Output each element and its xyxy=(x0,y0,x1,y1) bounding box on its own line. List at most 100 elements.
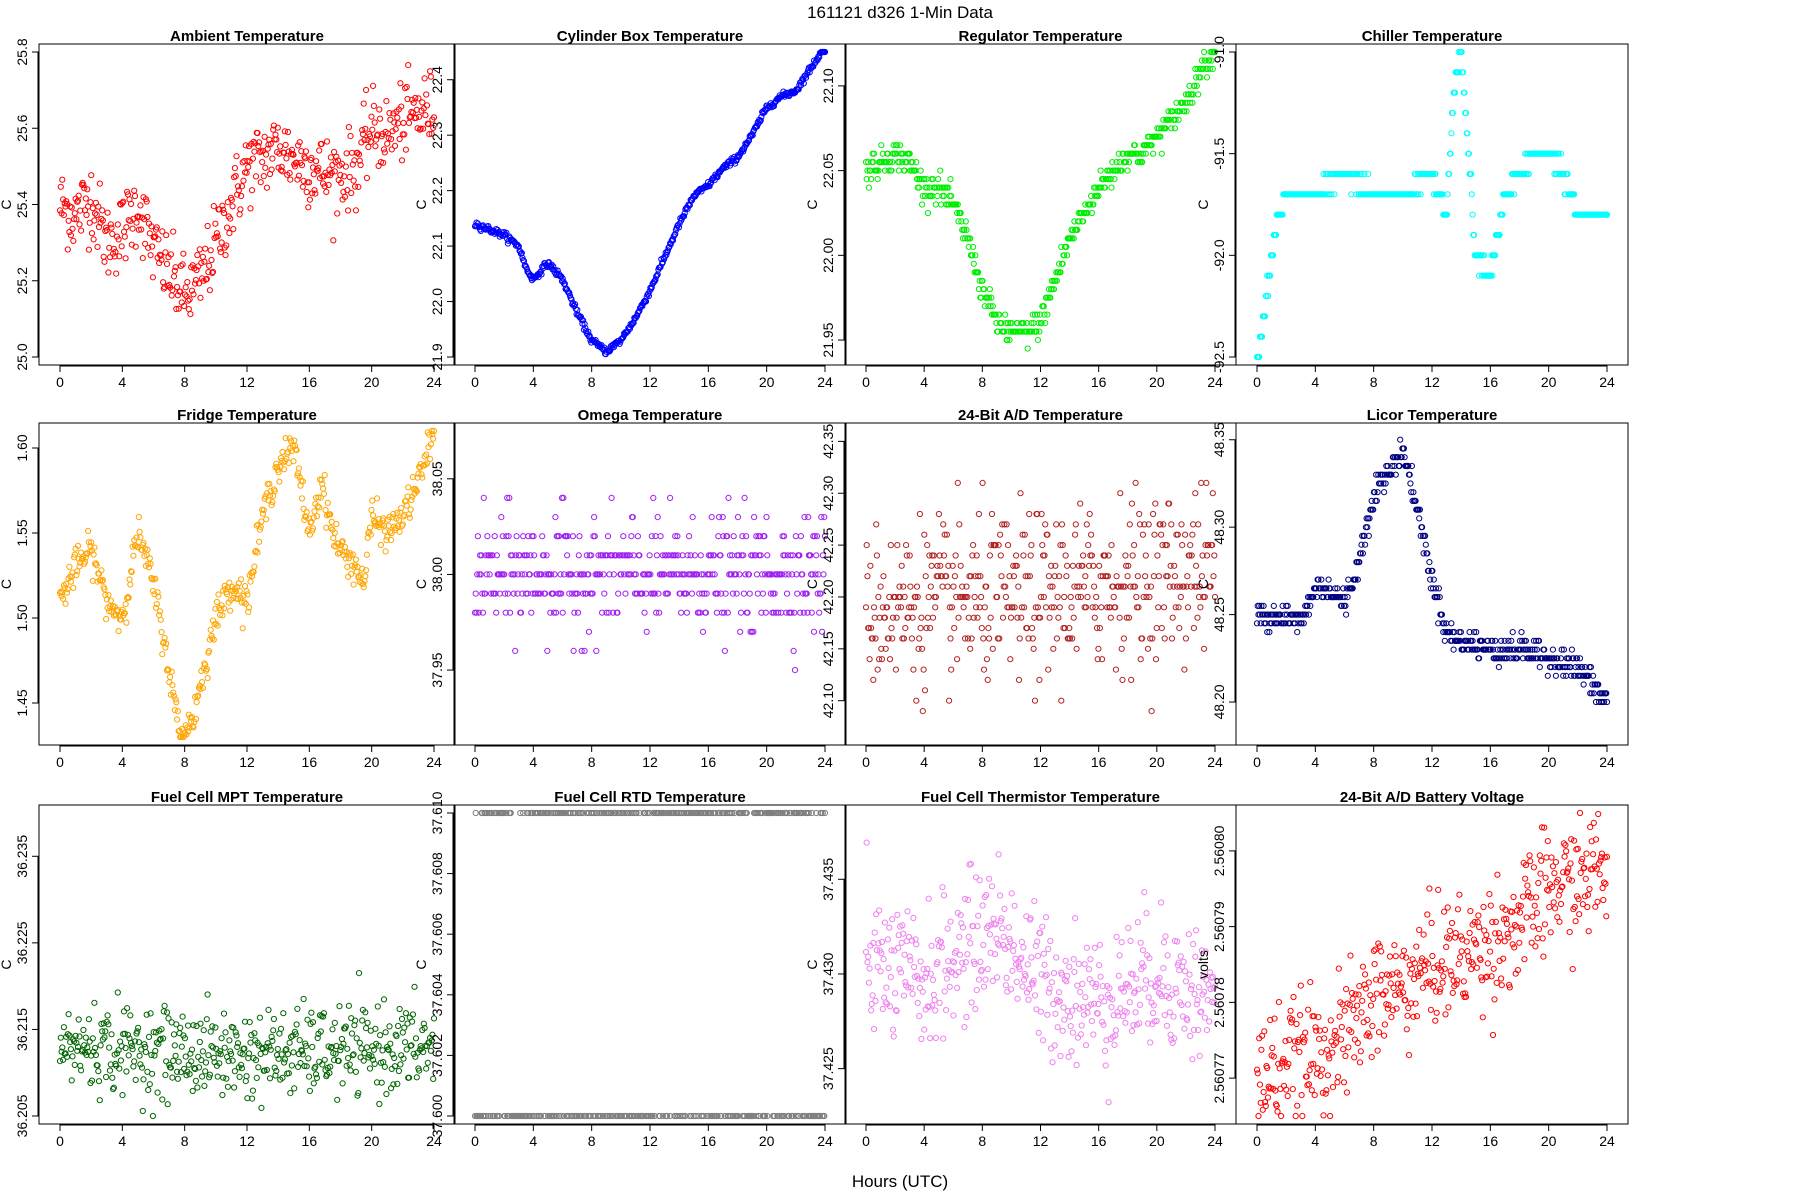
panel-9: Fuel Cell MPT TemperatureC0481216202436.… xyxy=(0,789,456,1149)
data-point xyxy=(1061,593,1068,601)
data-point xyxy=(105,591,112,599)
data-point xyxy=(960,604,967,611)
y-tick-label: 38.05 xyxy=(429,461,445,496)
data-point xyxy=(1013,328,1020,335)
data-point xyxy=(1063,573,1070,580)
data-point xyxy=(174,283,181,291)
data-point xyxy=(1067,593,1074,601)
data-point xyxy=(794,590,801,597)
data-point xyxy=(1056,260,1063,267)
data-point xyxy=(874,666,881,673)
data-point xyxy=(1142,552,1149,559)
data-point xyxy=(1197,604,1204,611)
data-point xyxy=(163,232,170,239)
data-point xyxy=(196,246,203,253)
data-point xyxy=(169,1074,176,1081)
data-point xyxy=(1447,150,1454,157)
data-point xyxy=(870,150,878,157)
data-point xyxy=(721,647,729,655)
data-point xyxy=(310,1080,317,1087)
data-point xyxy=(238,576,245,583)
data-point xyxy=(408,496,415,504)
data-point xyxy=(226,230,233,237)
data-point xyxy=(321,183,328,190)
data-point xyxy=(121,610,128,617)
data-point xyxy=(1185,91,1192,98)
y-tick-label: 1.60 xyxy=(14,434,30,461)
data-point xyxy=(397,1061,404,1068)
data-point xyxy=(622,590,629,597)
data-point xyxy=(1603,211,1611,218)
data-point xyxy=(751,514,758,521)
data-point xyxy=(1057,269,1064,276)
data-point xyxy=(1195,91,1202,98)
x-tick-label: 0 xyxy=(56,754,64,770)
data-point xyxy=(214,233,221,240)
data-point xyxy=(402,1039,409,1046)
x-tick-label: 0 xyxy=(56,374,64,390)
data-point xyxy=(1128,676,1135,684)
data-point xyxy=(983,656,991,663)
data-point xyxy=(1160,116,1167,123)
data-point xyxy=(209,268,217,275)
data-point xyxy=(429,431,436,438)
data-point xyxy=(402,85,409,92)
data-point xyxy=(133,219,140,226)
data-point xyxy=(172,264,179,271)
data-point xyxy=(1358,170,1365,178)
data-point xyxy=(201,258,208,265)
data-point xyxy=(919,201,926,208)
data-point xyxy=(220,209,228,217)
data-point xyxy=(932,201,940,208)
data-point xyxy=(97,1042,104,1049)
x-tick-label: 16 xyxy=(302,1133,318,1149)
data-point xyxy=(130,1063,137,1070)
data-point xyxy=(208,256,215,264)
data-point xyxy=(581,320,588,327)
data-point xyxy=(1476,272,1483,279)
data-point xyxy=(567,295,574,302)
data-point xyxy=(1184,573,1191,580)
data-point xyxy=(317,494,324,501)
data-point xyxy=(233,153,240,160)
data-point xyxy=(195,263,202,270)
data-point xyxy=(585,628,593,635)
x-axis: 0 4 8 12 16 20 24 xyxy=(471,365,833,390)
y-tick-label: -92.0 xyxy=(1211,239,1227,271)
data-point xyxy=(350,581,357,588)
data-point xyxy=(145,1086,152,1094)
data-point xyxy=(1182,531,1189,538)
data-point xyxy=(224,1083,231,1090)
data-point xyxy=(227,215,234,222)
data-point xyxy=(980,635,987,642)
data-point xyxy=(520,257,527,264)
data-point xyxy=(539,533,546,540)
data-point xyxy=(954,209,961,217)
data-point xyxy=(657,533,664,540)
data-point xyxy=(251,148,258,155)
data-point xyxy=(237,206,244,213)
data-point xyxy=(98,567,105,574)
y-tick-label: 22.10 xyxy=(820,68,836,103)
data-point xyxy=(264,145,271,152)
x-tick-label: 4 xyxy=(529,754,537,770)
x-axis: 0 4 8 12 16 20 24 xyxy=(56,365,442,390)
data-point xyxy=(207,1028,214,1035)
data-point xyxy=(261,133,268,140)
y-tick-label: 36.225 xyxy=(14,921,30,964)
data-point xyxy=(741,494,748,501)
x-tick-label: 0 xyxy=(862,754,870,770)
data-point xyxy=(689,514,696,521)
data-point xyxy=(1169,614,1176,621)
x-tick-label: 4 xyxy=(920,754,928,770)
panel-5: Fridge TemperatureC048121620241.451.501.… xyxy=(0,407,456,770)
data-point xyxy=(314,503,321,510)
data-point xyxy=(87,199,94,206)
data-point xyxy=(174,1075,181,1082)
data-point xyxy=(75,555,82,562)
data-point xyxy=(1549,646,1557,653)
data-point xyxy=(348,1030,356,1037)
data-point xyxy=(145,1033,153,1041)
data-point xyxy=(1179,542,1186,549)
data-point xyxy=(1015,583,1022,590)
